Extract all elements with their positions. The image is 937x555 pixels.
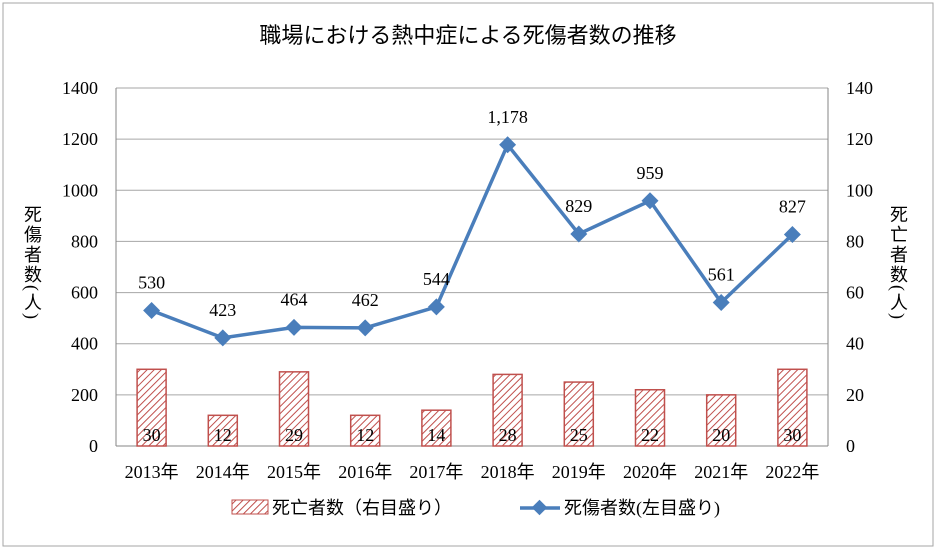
line-series bbox=[150, 141, 794, 340]
bar-data-label: 29 bbox=[285, 425, 303, 445]
x-tick-label: 2015年 bbox=[267, 462, 321, 482]
line-data-label: 423 bbox=[209, 300, 236, 320]
line-data-label: 561 bbox=[708, 265, 735, 285]
line-marker bbox=[783, 226, 801, 244]
chart-border bbox=[2, 2, 934, 547]
line-data-label: 464 bbox=[281, 289, 308, 309]
line-data-label: 530 bbox=[138, 272, 165, 292]
bar bbox=[634, 388, 666, 447]
x-tick-label: 2018年 bbox=[481, 462, 535, 482]
line-data-label: 544 bbox=[423, 269, 450, 289]
y2-axis-label: 死亡者数(人) bbox=[888, 205, 908, 321]
bar-data-label: 12 bbox=[214, 425, 232, 445]
line-marker bbox=[641, 192, 659, 210]
y-tick-label: 1400 bbox=[62, 78, 98, 98]
line-marker bbox=[427, 298, 445, 316]
x-tick-label: 2013年 bbox=[125, 462, 179, 482]
y2-tick-label: 80 bbox=[846, 231, 864, 251]
legend-line-label: 死傷者数(左目盛り) bbox=[564, 498, 720, 519]
line-marker bbox=[143, 301, 161, 319]
legend: 死亡者数（右目盛り） 死傷者数(左目盛り) bbox=[231, 498, 720, 519]
bar bbox=[705, 394, 737, 447]
y2-tick-label: 0 bbox=[846, 436, 855, 456]
y2-tick-label: 20 bbox=[846, 385, 864, 405]
bar-data-label: 30 bbox=[783, 425, 801, 445]
bar-data-label: 22 bbox=[641, 425, 659, 445]
x-tick-label: 2016年 bbox=[338, 462, 392, 482]
bar-data-label: 20 bbox=[712, 425, 730, 445]
bar bbox=[563, 381, 595, 447]
x-tick-label: 2022年 bbox=[765, 462, 819, 482]
bar bbox=[492, 373, 523, 447]
bar bbox=[278, 371, 310, 447]
line-data-label: 829 bbox=[565, 196, 592, 216]
bar-data-label: 30 bbox=[143, 425, 161, 445]
y-tick-label: 0 bbox=[89, 436, 98, 456]
line-data-label: 462 bbox=[352, 290, 379, 310]
y-tick-label: 1000 bbox=[62, 180, 98, 200]
bar bbox=[349, 414, 381, 447]
line-marker bbox=[356, 319, 374, 337]
legend-bar-swatch bbox=[231, 499, 269, 515]
x-tick-label: 2021年 bbox=[694, 462, 748, 482]
line-marker bbox=[214, 329, 232, 347]
bar bbox=[777, 368, 808, 447]
bar-data-label: 28 bbox=[499, 425, 517, 445]
y-axis-label: 死傷者数(人) bbox=[22, 205, 42, 321]
x-tick-label: 2017年 bbox=[409, 462, 463, 482]
x-tick-label: 2014年 bbox=[196, 462, 250, 482]
line-data-label: 1,178 bbox=[487, 107, 528, 127]
line-marker bbox=[570, 225, 588, 243]
y-tick-label: 200 bbox=[71, 385, 98, 405]
chart-title: 職場における熱中症による死傷者数の推移 bbox=[259, 23, 676, 48]
y-tick-label: 600 bbox=[71, 283, 98, 303]
line-data-label: 959 bbox=[637, 163, 664, 183]
line-marker bbox=[712, 294, 730, 312]
line-marker bbox=[285, 318, 303, 336]
bar-data-label: 14 bbox=[427, 425, 445, 445]
y2-tick-label: 60 bbox=[846, 283, 864, 303]
y-tick-label: 1200 bbox=[62, 129, 98, 149]
bar bbox=[136, 368, 167, 447]
y-tick-label: 400 bbox=[71, 334, 98, 354]
bar bbox=[207, 414, 239, 447]
y2-tick-label: 40 bbox=[846, 334, 864, 354]
y2-tick-label: 140 bbox=[846, 78, 873, 98]
y2-tick-label: 100 bbox=[846, 180, 873, 200]
bar-data-label: 12 bbox=[356, 425, 374, 445]
x-tick-label: 2020年 bbox=[623, 462, 677, 482]
bar-data-label: 25 bbox=[570, 425, 588, 445]
y2-tick-label: 120 bbox=[846, 129, 873, 149]
x-tick-label: 2019年 bbox=[552, 462, 606, 482]
bar bbox=[421, 409, 452, 447]
y-tick-label: 800 bbox=[71, 231, 98, 251]
legend-bar-label: 死亡者数（右目盛り） bbox=[272, 498, 452, 518]
line-data-label: 827 bbox=[779, 197, 806, 217]
